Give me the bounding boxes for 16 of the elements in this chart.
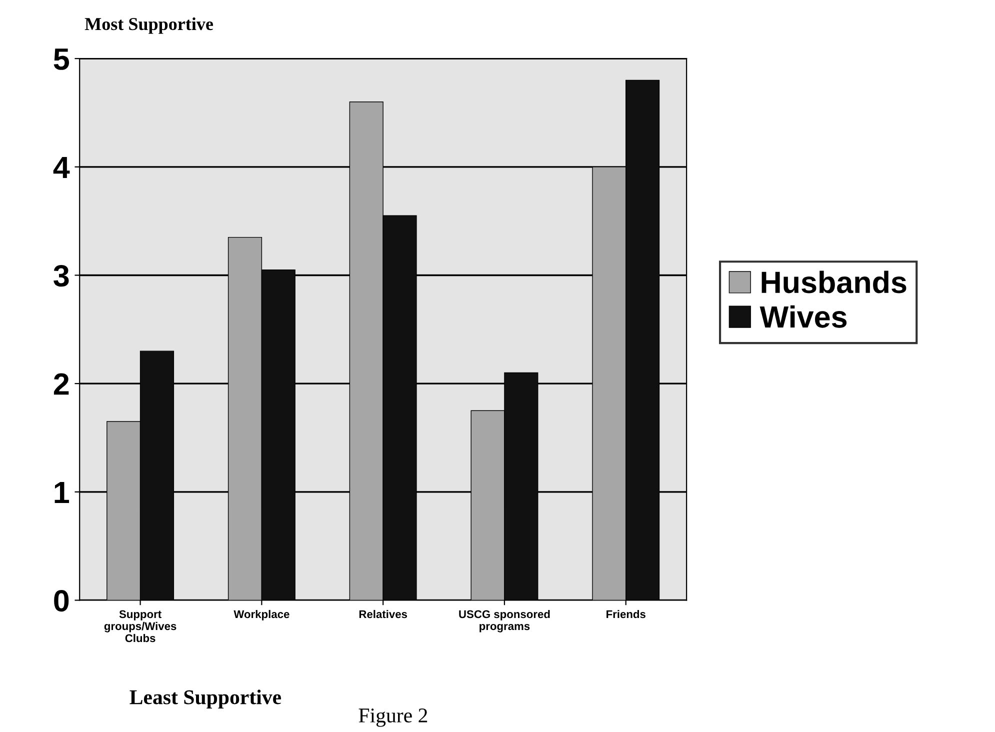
chart-title: Most Supportive — [84, 17, 214, 34]
y-tick-label: 3 — [54, 264, 69, 287]
y-tick-label: 0 — [54, 590, 69, 612]
text: Least Supportive — [130, 690, 282, 709]
y-tick-label: 2 — [54, 373, 69, 395]
x-tick-label: Friends — [606, 610, 646, 618]
legend-label: Wives — [760, 305, 847, 328]
x-tick-label: Support groups/Wives Clubs — [104, 610, 176, 642]
y-tick-label: 4 — [53, 156, 70, 178]
y-tick-label: 5 — [54, 48, 70, 70]
x-tick-label: USCG sponsored programs — [459, 610, 550, 632]
x-tick-label: Relatives — [359, 610, 408, 618]
y-tick-label: 1 — [54, 482, 70, 503]
caption: Figure 2 — [358, 708, 428, 727]
x-tick-label: Workplace — [234, 610, 290, 620]
legend-label: Husbands — [762, 270, 906, 294]
